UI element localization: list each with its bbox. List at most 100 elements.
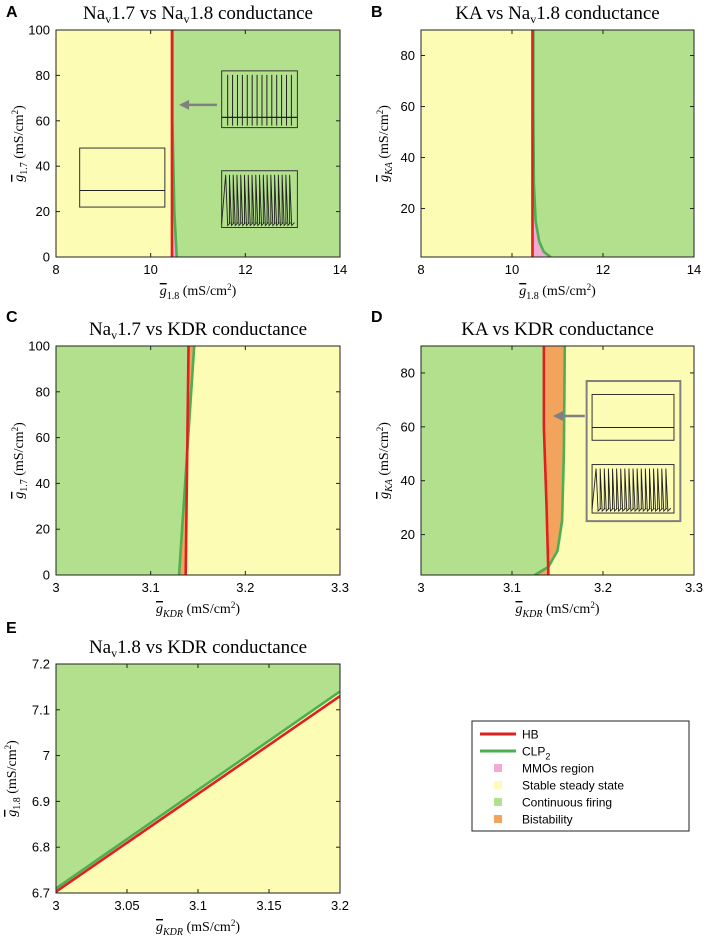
panel-title: Nav1.7 vs Nav1.8 conductance [83,3,313,26]
x-axis-label: gKDR (mS/cm2) [515,600,599,620]
panel-letter: A [6,4,18,21]
plot-area [421,346,694,575]
x-tick-label: 3.2 [331,898,349,913]
x-tick-label: 8 [52,262,59,277]
x-axis-label: gKDR (mS/cm2) [156,600,240,620]
plot-area [56,346,340,575]
legend-label-3: Stable steady state [522,779,624,793]
inset-trace-spikes [221,174,295,227]
inset-trace-spikes [591,468,672,513]
axes-box [55,345,341,576]
inset-box [591,464,675,514]
x-tick-label: 14 [333,262,347,277]
x-tick-label: 12 [596,262,610,277]
x-tick-label: 3 [52,580,59,595]
panel-letter: B [371,4,383,21]
legend-patch-5 [494,815,502,823]
region-left [56,30,172,257]
axes-box [55,29,341,258]
y-tick-label: 6.9 [32,794,50,809]
x-tick-label: 3.3 [685,580,703,595]
panel-title: Nav1.7 vs KDR conductance [89,319,307,342]
y-axis-label: gKA (mS/cm2) [375,105,395,182]
x-tick-label: 10 [143,262,157,277]
y-tick-label: 100 [28,339,50,354]
legend-patch-4 [494,798,502,806]
y-tick-label: 0 [43,250,50,265]
legend-label-0: HB [522,728,539,742]
panel-b: 8 10 12 14 20 40 60 80 B KA vs Nav1.8 conductance… [371,3,701,302]
y-tick-label: 60 [401,419,415,434]
y-tick-label: 100 [28,23,50,38]
y-tick-label: 20 [36,522,50,537]
region-left [56,346,195,575]
panel-letter: E [6,620,17,637]
y-axis-label: g1.7 (mS/cm2) [10,105,30,182]
y-tick-label: 40 [401,150,415,165]
legend-patch-2 [494,764,502,772]
x-tick-label: 3.2 [594,580,612,595]
y-tick-label: 0 [43,568,50,583]
x-tick-label: 14 [687,262,701,277]
y-tick-label: 80 [401,365,415,380]
x-tick-label: 3.1 [503,580,521,595]
inset-box [591,393,675,441]
y-tick-label: 20 [401,527,415,542]
region-continuous [56,664,340,889]
y-tick-label: 40 [401,473,415,488]
legend-label-1: CLP2 [522,745,550,762]
region-left [421,346,565,575]
legend-patch-3 [494,781,502,789]
y-tick-label: 80 [401,48,415,63]
y-tick-label: 6.8 [32,840,50,855]
region-middle [534,346,565,575]
panel-d: 3 3.1 3.2 3.3 20 40 60 80 D KA vs KDR conductance… [371,309,703,620]
y-tick-label: 7 [43,748,50,763]
y-tick-label: 40 [36,159,50,174]
x-axis-label: gKDR (mS/cm2) [156,918,240,938]
x-tick-label: 3.05 [114,898,139,913]
y-tick-label: 60 [36,113,50,128]
x-tick-label: 12 [238,262,252,277]
axes-box [420,345,695,576]
legend-label-2: MMOs region [522,762,594,776]
region-middle [532,30,551,257]
plot-area [56,664,340,893]
y-tick-label: 80 [36,68,50,83]
y-tick-label: 20 [36,204,50,219]
panel-title: KA vs Nav1.8 conductance [455,3,659,26]
panel-letter: D [371,309,383,326]
x-axis-label: g1.8 (mS/cm2) [160,282,237,302]
inset-box [221,70,298,129]
legend-label-5: Bistability [522,813,573,827]
y-tick-label: 6.7 [32,886,50,901]
legend-label-4: Continuous firing [522,796,612,810]
y-tick-label: 7.2 [32,657,50,672]
axes-box [420,29,695,258]
x-tick-label: 3.1 [189,898,207,913]
y-tick-label: 40 [36,476,50,491]
inset-arrow-head [552,411,563,422]
y-tick-label: 7.1 [32,702,50,717]
legend-box [471,720,690,832]
y-tick-label: 80 [36,384,50,399]
inset-frame [585,380,682,523]
y-axis-label: g1.8 (mS/cm2) [3,740,23,817]
clp2-curve [56,690,340,890]
x-tick-label: 8 [417,262,424,277]
y-axis-label: g1.7 (mS/cm2) [10,422,30,499]
x-axis-label: g1.8 (mS/cm2) [519,282,596,302]
x-tick-label: 3.2 [236,580,254,595]
x-tick-label: 3.3 [331,580,349,595]
x-tick-label: 3 [52,898,59,913]
x-tick-label: 3.15 [256,898,281,913]
y-axis-label: gKA (mS/cm2) [375,422,395,499]
x-tick-label: 3 [417,580,424,595]
inset-arrow-head [179,99,190,110]
plot-area [56,30,340,257]
panel-title: KA vs KDR conductance [461,319,654,340]
hb-curve [184,346,190,575]
inset-box [79,147,166,208]
